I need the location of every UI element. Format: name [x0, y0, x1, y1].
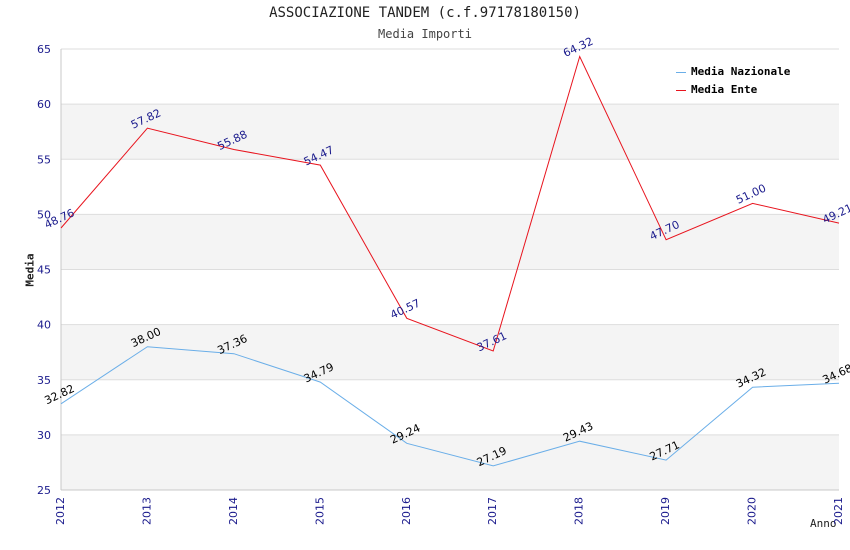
x-tick-label: 2016 — [400, 497, 413, 525]
grid-band — [61, 104, 839, 160]
x-tick-label: 2017 — [486, 497, 499, 525]
legend-item-media-nazionale: Media Nazionale — [676, 65, 790, 79]
y-tick-label: 60 — [37, 98, 51, 111]
x-tick-label: 2014 — [227, 497, 240, 525]
legend-label: Media Ente — [691, 83, 758, 96]
x-tick-label: 2013 — [140, 497, 153, 525]
legend-label: Media Nazionale — [691, 65, 791, 78]
grid-band — [61, 434, 839, 490]
x-tick-label: 2012 — [54, 497, 67, 525]
series-line-0 — [60, 346, 840, 467]
chart-subtitle: Media Importi — [378, 27, 472, 41]
y-tick-label: 25 — [37, 484, 51, 497]
y-tick-label: 65 — [37, 43, 51, 56]
legend-item-media-ente: Media Ente — [676, 83, 757, 97]
y-tick-label: 45 — [37, 264, 51, 277]
x-tick-label: 2020 — [746, 497, 759, 525]
grid-band — [61, 159, 839, 215]
x-tick-label: 2015 — [313, 497, 326, 525]
y-tick-label: 30 — [37, 429, 51, 442]
legend-swatch — [676, 71, 686, 73]
y-tick-label: 55 — [37, 153, 51, 166]
x-tick-label: 2018 — [573, 497, 586, 525]
y-tick-label: 40 — [37, 319, 51, 332]
grid-band — [61, 214, 839, 270]
grid-band — [61, 324, 839, 380]
legend: Media Nazionale Media Ente — [670, 60, 809, 101]
legend-swatch — [676, 89, 686, 91]
grid-band — [61, 269, 839, 325]
y-tick-label: 50 — [37, 208, 51, 221]
x-tick-label: 2021 — [832, 497, 845, 525]
series-group — [60, 55, 840, 467]
series-line-1 — [60, 55, 840, 352]
grid-band — [61, 379, 839, 435]
x-tick-labels: 2012 2013 2014 2015 2016 2017 2018 2019 2020 2021 — [54, 497, 845, 525]
y-tick-label: 35 — [37, 374, 51, 387]
y-tick-labels: 25 30 35 40 45 50 55 60 65 — [37, 43, 51, 497]
chart-title: ASSOCIAZIONE TANDEM (c.f.97178180150) — [269, 5, 581, 21]
x-axis-label: Anno — [810, 517, 837, 530]
axes — [60, 49, 839, 491]
x-tick-label: 2019 — [659, 497, 672, 525]
